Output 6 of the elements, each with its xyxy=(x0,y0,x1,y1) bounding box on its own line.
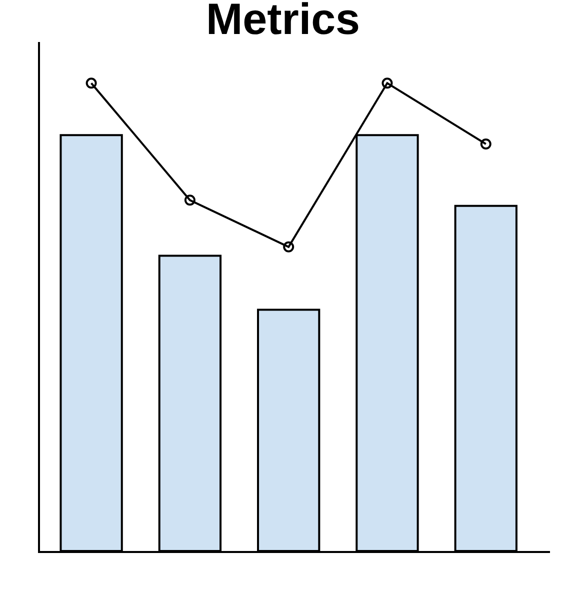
point xyxy=(184,194,196,206)
point xyxy=(480,138,492,150)
chart-title: Metrics xyxy=(206,0,360,44)
point xyxy=(86,78,97,89)
point xyxy=(382,78,393,89)
point xyxy=(283,241,294,252)
